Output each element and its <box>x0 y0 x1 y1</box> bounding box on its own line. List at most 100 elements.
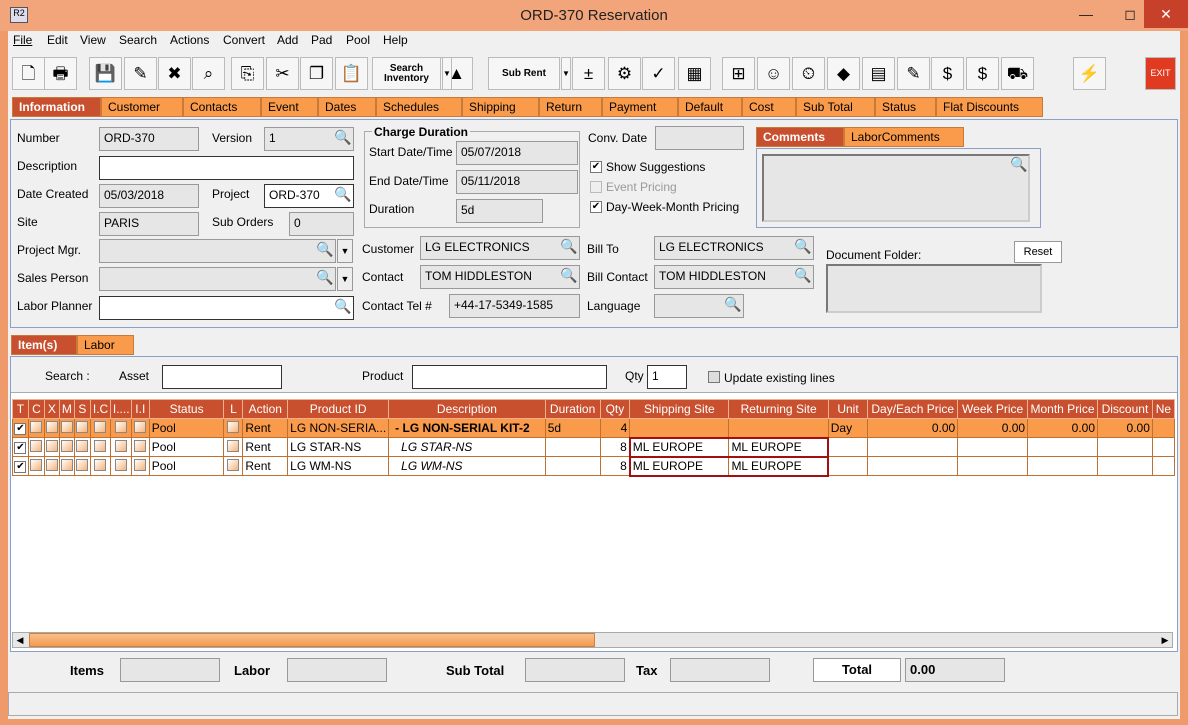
lookup-icon[interactable]: 🔍 <box>794 238 812 254</box>
column-header-shipping-site[interactable]: Shipping Site <box>629 399 730 419</box>
flag-cell[interactable]: ✔ <box>12 418 29 438</box>
column-header-ne[interactable]: Ne <box>1151 399 1175 419</box>
lookup-icon[interactable]: 🔍 <box>334 129 352 145</box>
flag-cell[interactable] <box>73 418 91 438</box>
column-header-s[interactable]: S <box>73 399 91 419</box>
column-header-c[interactable]: C <box>27 399 45 419</box>
column-header-description[interactable]: Description <box>388 399 546 419</box>
flag-cell[interactable]: ✔ <box>12 437 29 457</box>
horizontal-scrollbar[interactable]: ◀ ▶ <box>12 632 1173 648</box>
flag-cell[interactable] <box>27 456 45 476</box>
labor-planner-input[interactable] <box>99 296 354 320</box>
checkbox-checked[interactable]: ✔ <box>14 441 27 454</box>
toolbar-binoculars-button[interactable]: ⌕ <box>192 57 225 90</box>
flag-cell[interactable] <box>73 437 91 457</box>
column-header-m[interactable]: M <box>58 399 75 419</box>
toolbar-currency-button[interactable]: $ <box>931 57 964 90</box>
lock-cell[interactable] <box>223 437 244 457</box>
column-header-x[interactable]: X <box>43 399 60 419</box>
shipping-site-cell[interactable]: ML EUROPE <box>628 436 730 458</box>
version-field[interactable]: 1 <box>264 127 354 151</box>
flag-cell[interactable] <box>58 418 75 438</box>
menu-convert[interactable]: Convert <box>223 33 266 47</box>
labor-tab[interactable]: Labor <box>77 335 134 355</box>
checkbox[interactable] <box>227 458 240 471</box>
flag-cell[interactable] <box>73 456 91 476</box>
flag-cell[interactable] <box>130 456 150 476</box>
checkbox[interactable] <box>94 420 107 433</box>
tab-cost[interactable]: Cost <box>742 97 796 117</box>
tab-default[interactable]: Default <box>678 97 742 117</box>
tab-flat-discounts[interactable]: Flat Discounts <box>936 97 1043 117</box>
column-header-t[interactable]: T <box>12 399 29 419</box>
toolbar-cut-button[interactable]: ✂ <box>266 57 299 90</box>
tab-dates[interactable]: Dates <box>318 97 376 117</box>
flag-cell[interactable] <box>89 437 111 457</box>
close-button[interactable]: ✕ <box>1144 0 1188 28</box>
lookup-icon[interactable]: 🔍 <box>1010 156 1028 172</box>
reset-button[interactable]: Reset <box>1014 241 1062 263</box>
flag-cell[interactable] <box>130 418 150 438</box>
column-header-week-price[interactable]: Week Price <box>957 399 1029 419</box>
toolbar-lightning-button[interactable]: ⚡ <box>1073 57 1106 90</box>
toolbar-copy-button[interactable]: ❐ <box>300 57 333 90</box>
flag-cell[interactable] <box>58 456 75 476</box>
toolbar-cubes-button[interactable]: ▤ <box>862 57 895 90</box>
checkbox[interactable] <box>76 458 89 471</box>
checkbox[interactable] <box>30 439 43 452</box>
show-suggestions-checkbox[interactable]: ✔ <box>590 161 602 173</box>
column-header-returning-site[interactable]: Returning Site <box>728 399 829 419</box>
checkbox[interactable] <box>60 439 73 452</box>
checkbox[interactable] <box>227 420 240 433</box>
toolbar-save-button[interactable]: 💾 <box>89 57 122 90</box>
scroll-left-arrow[interactable]: ◀ <box>16 635 24 645</box>
sales-person-field[interactable] <box>99 267 336 291</box>
lookup-icon[interactable]: 🔍 <box>560 267 578 283</box>
column-header-unit[interactable]: Unit <box>827 399 869 419</box>
toolbar-smiley-button[interactable]: ☺ <box>757 57 790 90</box>
flag-cell[interactable]: ✔ <box>12 456 29 476</box>
table-row[interactable]: ✔ Pool Rent LG STAR-NS LG STAR-NS 8 ML EUROPE M… <box>12 436 1175 458</box>
column-header-i-[interactable]: I.... <box>109 399 132 419</box>
checkbox[interactable] <box>45 458 58 471</box>
checkbox[interactable] <box>60 420 73 433</box>
search-inventory-button[interactable]: Search Inventory <box>372 57 441 90</box>
sub-rent-dropdown[interactable]: ▼ <box>561 57 571 90</box>
lock-cell[interactable] <box>223 418 244 438</box>
tab-return[interactable]: Return <box>539 97 602 117</box>
tab-information[interactable]: Information <box>12 97 101 117</box>
checkbox[interactable] <box>134 458 147 471</box>
qty-input[interactable]: 1 <box>647 365 687 389</box>
checkbox[interactable] <box>30 458 43 471</box>
menu-add[interactable]: Add <box>277 33 299 47</box>
column-header-duration[interactable]: Duration <box>544 399 601 419</box>
scrollbar-thumb[interactable] <box>29 633 595 647</box>
toolbar-truck-button[interactable]: ⛟ <box>1001 57 1034 90</box>
toolbar-paste-button[interactable]: 📋 <box>335 57 368 90</box>
document-folder-field[interactable] <box>826 264 1042 313</box>
toolbar-eraser-button[interactable]: ◆ <box>827 57 860 90</box>
checkbox[interactable] <box>45 420 58 433</box>
tab-sub-total[interactable]: Sub Total <box>796 97 875 117</box>
search-inventory-dropdown[interactable]: ▼ <box>442 57 452 90</box>
flag-cell[interactable] <box>109 437 132 457</box>
checkbox-checked[interactable]: ✔ <box>14 460 27 473</box>
toolbar-invoice-button[interactable]: $ <box>966 57 999 90</box>
menu-search[interactable]: Search <box>119 33 158 47</box>
comments-textarea[interactable] <box>762 154 1030 222</box>
checkbox[interactable] <box>60 458 73 471</box>
update-existing-checkbox[interactable] <box>708 371 720 383</box>
column-header-i-c[interactable]: I.C <box>89 399 111 419</box>
tab-event[interactable]: Event <box>261 97 318 117</box>
column-header-discount[interactable]: Discount <box>1097 399 1153 419</box>
lookup-icon[interactable]: 🔍 <box>334 298 352 314</box>
exit-button[interactable]: EXIT <box>1145 57 1176 90</box>
toolbar-pool-button[interactable]: ⚙ <box>608 57 641 90</box>
toolbar-new-document-button[interactable]: 🗋 <box>12 57 45 90</box>
toolbar-form-edit-button[interactable]: ✎ <box>897 57 930 90</box>
tab-customer[interactable]: Customer <box>101 97 183 117</box>
toolbar-checklist-button[interactable]: ✓ <box>642 57 675 90</box>
toolbar-copy-order-button[interactable]: ⎘ <box>231 57 264 90</box>
menu-help[interactable]: Help <box>383 33 408 47</box>
product-input[interactable] <box>412 365 607 389</box>
